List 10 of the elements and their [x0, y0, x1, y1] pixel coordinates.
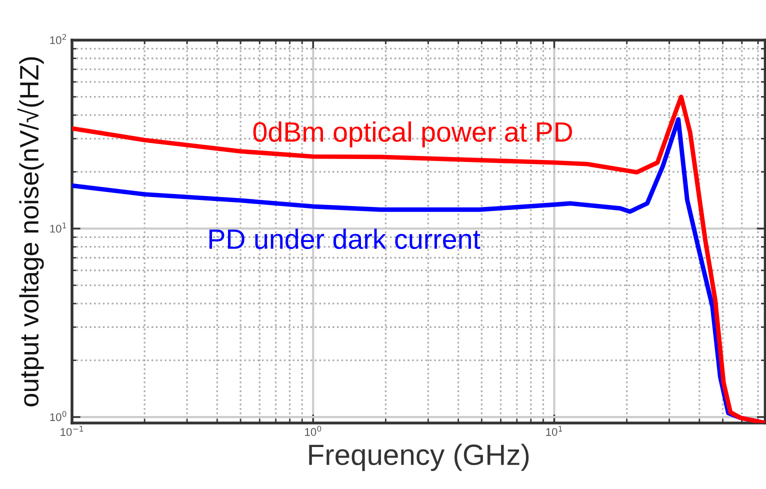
y-axis-title: output voltage noise(nV/√(HZ)	[17, 57, 44, 406]
x-tick-label: 10$^{0}$	[305, 426, 322, 436]
y-tick-label: 10$^{0}$	[50, 410, 66, 422]
series-label: 0dBm optical power at PD	[253, 121, 572, 148]
x-axis-title: Frequency (GHz)	[309, 444, 529, 471]
x-tick-label: 10$^{1}$	[546, 426, 562, 436]
series-label: PD under dark current	[209, 228, 480, 250]
y-tick-label: 10$^{1}$	[50, 222, 66, 233]
y-tick-label: 10$^{2}$	[50, 34, 66, 44]
x-tick-label: 10$^{−1}$	[60, 426, 84, 436]
